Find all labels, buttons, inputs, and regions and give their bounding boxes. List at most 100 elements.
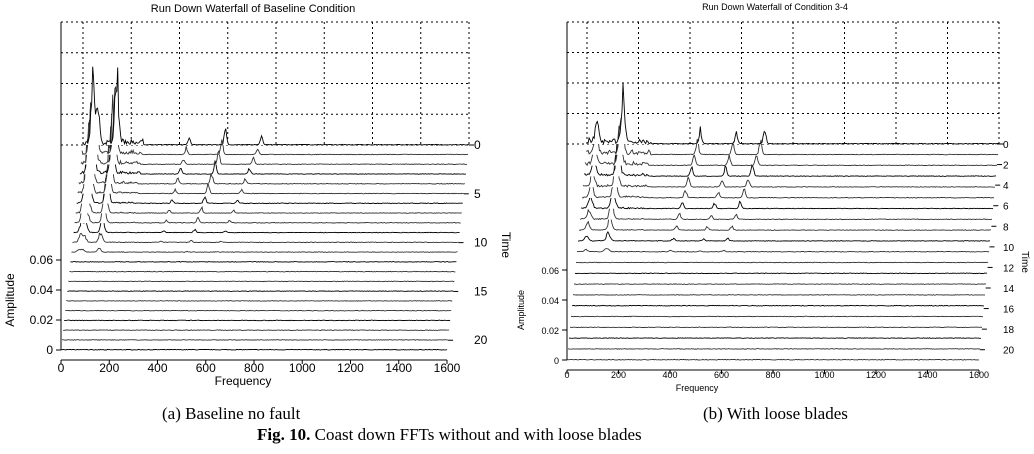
panel-b-time-tick-label: 2 [1003, 161, 1009, 172]
panel-b-time-tick-label: 4 [1003, 181, 1009, 192]
panel-b-freq-tick-label: 1200 [866, 370, 886, 380]
panel-b-spectrum-line [582, 151, 996, 188]
panel-a-spectrum-fill [73, 215, 460, 233]
panel-b-amp-tick-label: 0 [554, 356, 559, 366]
figure-text: Coast down FFTs without and with loose b… [314, 425, 642, 444]
panel-b-time-tick-label: 8 [1003, 222, 1009, 233]
panel-a-freq-tick-label: 200 [99, 361, 119, 375]
panel-a-spectrum-line [76, 169, 463, 205]
panel-a-freq-tick-label: 1600 [434, 361, 461, 375]
panel-b-spectrum-line [574, 272, 988, 275]
panel-b-amp-tick-label: 0.02 [541, 326, 559, 336]
panel-b-caption: (b) With loose blades [703, 404, 848, 423]
panel-a-amp-label: Amplitude [3, 273, 17, 327]
panel-a-time-label: Time [499, 232, 513, 259]
panel-b-spectrum-line [578, 216, 991, 231]
panel-a-spectrum-line [68, 280, 455, 283]
panel-b-time-tick-label: 18 [1003, 325, 1015, 336]
panel-a-spectrum-line [71, 247, 458, 253]
panel-b-spectrum-fill [581, 192, 993, 209]
panel-a-spectrum-line [62, 329, 450, 332]
panel-a-time-tick-label: 15 [474, 284, 488, 298]
panel-b-freq-tick-label: 0 [564, 370, 569, 380]
panel-a-spectrum-line [79, 114, 467, 175]
panel-b-spectrum-fill [578, 231, 990, 242]
panel-a-freq-tick-label: 0 [58, 361, 65, 375]
panel-b-freq-tick-label: 1600 [969, 370, 989, 380]
panel-a-time-tick-label: 10 [474, 236, 488, 250]
panel-a-freq-tick-label: 600 [196, 361, 216, 375]
panel-b-spectrum-line [586, 83, 1000, 146]
panel-b-spectrum-line [573, 294, 986, 296]
panel-a-spectrum-line [77, 143, 464, 195]
figure-caption: Fig. 10. Coast down FFTs without and wit… [257, 425, 642, 445]
panel-a-spectrum-line [69, 270, 456, 273]
panel-a-time-tick-label: 0 [474, 138, 481, 152]
panel-b-time-tick-label: 0 [1003, 140, 1009, 151]
panel-a-spectrum-line [80, 94, 467, 166]
panel-a-spectrum-line [72, 231, 459, 244]
panel-b-time-tick-label: 12 [1003, 263, 1015, 274]
panel-b-spectrum-line [569, 326, 983, 329]
panel-a-spectrum-line [65, 309, 452, 312]
figure-label: Fig. 10. [257, 425, 311, 444]
panel-a-amp-tick-label: 0.04 [30, 283, 54, 297]
panel-a-spectrum-line [73, 215, 460, 234]
panel-b-freq-tick-label: 400 [662, 370, 677, 380]
panel-a-spectrum-fill [77, 143, 464, 194]
panel-a-spectrum-fill [72, 232, 459, 243]
panel-a-spectrum-line [81, 86, 469, 156]
panel-b-spectrum-line [568, 337, 982, 339]
panel-a-spectrum-line [74, 198, 461, 224]
panel-b-time-tick-label: 20 [1003, 346, 1015, 357]
panel-a-freq-tick-label: 1000 [289, 361, 316, 375]
panel-b-amp-label: Amplitude [516, 290, 526, 330]
panel-b-time-tick-label: 10 [1003, 243, 1015, 254]
panel-b-time-tick-label: 16 [1003, 305, 1015, 316]
panel-a-spectrum-fill [76, 170, 463, 204]
panel-a-amp-tick-label: 0.02 [30, 313, 54, 327]
panel-a-spectrum-line [60, 348, 448, 351]
panel-a-spectrum-line [70, 261, 457, 263]
panel-b-time-label: Time [1019, 251, 1030, 273]
panel-a-spectrum-line [62, 339, 449, 341]
panel-a-spectrum-line [75, 177, 462, 214]
panel-b-spectrum-line [574, 283, 987, 285]
panel-b-spectrum-line [571, 304, 984, 307]
panel-a-spectrum-fill [78, 126, 465, 185]
panel-b-spectrum-line [579, 198, 993, 221]
panel-a-freq-tick-label: 800 [244, 361, 264, 375]
panel-b-spectrum-fill [580, 199, 992, 220]
panel-b-spectrum-line [583, 141, 997, 177]
panel-b-freq-tick-label: 1000 [814, 370, 834, 380]
panel-a-spectrum-line [82, 66, 470, 146]
panel-b-freq-tick-label: 800 [765, 370, 780, 380]
panel-b-spectrum-fill [585, 123, 997, 166]
panel-b-spectrum-line [580, 192, 994, 210]
panel-a-spectrum-line [64, 319, 451, 322]
panel-a-freq-tick-label: 400 [147, 361, 167, 375]
panel-b-title: Run Down Waterfall of Condition 3-4 [702, 2, 848, 12]
panel-b-spectrum-line [575, 261, 989, 264]
panel-a-freq-tick-label: 1400 [385, 361, 412, 375]
panel-b-spectrum-fill [583, 151, 995, 188]
panel-a-freq-tick-label: 1200 [337, 361, 364, 375]
panel-a-spectrum-line [78, 126, 466, 185]
panel-b-spectrum-fill [582, 176, 994, 198]
panel-b-freq-label: Frequency [676, 383, 719, 393]
panel-b-time-tick-label: 6 [1003, 202, 1009, 213]
panel-b-spectrum-line [584, 123, 998, 167]
panel-b-amp-tick-label: 0.06 [541, 266, 559, 276]
panel-a-caption: (a) Baseline no fault [162, 404, 301, 423]
panel-a-time-tick-label: 5 [474, 187, 481, 201]
panel-a-freq-label: Frequency [215, 374, 272, 388]
panel-a-time-tick-label: 20 [474, 333, 488, 347]
panel-b-spectrum-fill [584, 142, 996, 177]
panel-b-time-tick-label: 14 [1003, 284, 1015, 295]
panel-b-spectrum-line [567, 348, 981, 350]
panel-a-spectrum-line [66, 300, 453, 302]
panel-b-freq-tick-label: 600 [714, 370, 729, 380]
panel-a-title: Run Down Waterfall of Baseline Condition [151, 3, 355, 15]
panel-b-spectrum-line [585, 116, 999, 156]
